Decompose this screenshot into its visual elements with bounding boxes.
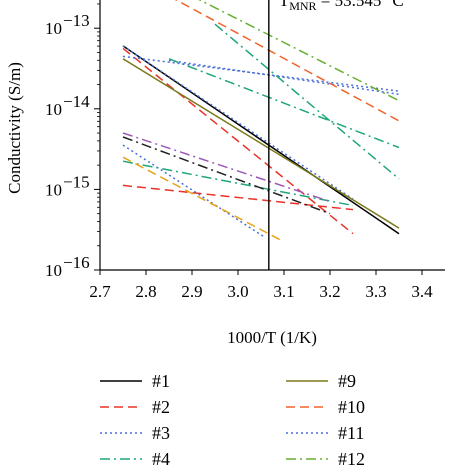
series-line-9 <box>122 132 331 203</box>
mnr-annotation: TMNR = 53.545 °C <box>279 0 404 13</box>
legend-label: #4 <box>152 448 170 469</box>
series-line-4 <box>122 45 354 200</box>
legend-swatch <box>286 458 328 460</box>
series-line-12 <box>122 58 400 229</box>
legend-label: #11 <box>338 422 365 443</box>
x-tick-label: 3.2 <box>319 282 340 301</box>
series-line-10 <box>122 136 331 215</box>
legend: #1 #9 #2 #10 #3 #11 #4 #12 <box>0 362 474 474</box>
series-line-14 <box>122 55 400 92</box>
series-line-8 <box>122 160 354 207</box>
series-line-6 <box>122 144 267 239</box>
legend-swatch <box>100 380 142 382</box>
legend-label: #9 <box>338 370 356 391</box>
y-tick-label: 10 <box>45 261 62 280</box>
y-tick-exponent: −13 <box>63 11 90 30</box>
series-line-2 <box>122 47 354 235</box>
legend-swatch <box>100 458 142 460</box>
y-tick-exponent: −14 <box>63 92 90 111</box>
series-layer <box>122 0 400 243</box>
x-tick-label: 2.7 <box>89 282 111 301</box>
conductivity-chart: TMNR = 53.545 °C 2.7 2.8 2.9 3.0 3.1 3.2 3.3 3.… <box>5 0 445 347</box>
x-tick-label: 3.4 <box>411 282 433 301</box>
legend-label: #3 <box>152 422 170 443</box>
y-axis-title: Conductivity (S/m) <box>5 62 24 194</box>
series-line-13 <box>174 0 400 122</box>
series-line-7 <box>168 58 400 149</box>
x-tick-label: 3.1 <box>273 282 294 301</box>
mnr-annotation-text: TMNR = 53.545 °C <box>279 0 404 13</box>
y-tick-label: 10 <box>45 180 62 199</box>
legend-item: #3 <box>100 422 170 444</box>
y-tick-label: 10 <box>45 100 62 119</box>
series-line-5 <box>168 59 400 96</box>
series-line-3 <box>122 184 354 211</box>
legend-swatch <box>286 432 328 434</box>
x-tick-label: 3.0 <box>227 282 248 301</box>
legend-item: #1 <box>100 370 170 392</box>
x-tick-label: 2.8 <box>135 282 156 301</box>
series-line-11 <box>122 156 285 243</box>
legend-label: #2 <box>152 396 170 417</box>
series-line-15 <box>198 0 400 102</box>
legend-item: #12 <box>286 448 365 470</box>
legend-label: #10 <box>338 396 365 417</box>
legend-item: #11 <box>286 422 364 444</box>
legend-swatch <box>100 406 142 408</box>
legend-label: #12 <box>338 448 365 469</box>
x-ticks: 2.7 2.8 2.9 3.0 3.1 3.2 3.3 3.4 <box>89 270 433 301</box>
legend-label: #1 <box>152 370 170 391</box>
legend-item: #10 <box>286 396 365 418</box>
legend-item: #2 <box>100 396 170 418</box>
legend-swatch <box>286 406 328 408</box>
legend-swatch <box>100 432 142 434</box>
x-axis-title: 1000/T (1/K) <box>227 328 317 347</box>
legend-swatch <box>286 380 328 382</box>
y-tick-exponent: −15 <box>63 172 90 191</box>
y-tick-label: 10 <box>45 19 62 38</box>
x-tick-label: 2.9 <box>181 282 202 301</box>
series-line-16 <box>214 23 400 180</box>
legend-item: #9 <box>286 370 356 392</box>
y-tick-exponent: −16 <box>63 253 90 272</box>
legend-item: #4 <box>100 448 170 470</box>
x-tick-label: 3.3 <box>365 282 386 301</box>
